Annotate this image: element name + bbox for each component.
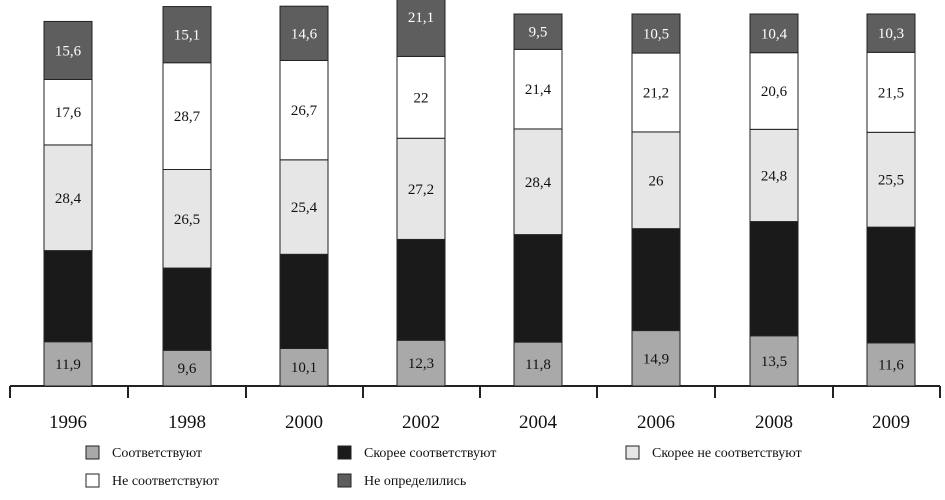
data-label-2006-s4: 10,5 [643,27,669,43]
data-label-2008-s2: 24,8 [761,168,787,184]
data-label-2000-s0: 10,1 [291,360,317,376]
data-label-1998-s2: 26,5 [174,212,200,228]
data-label-2004-s3: 21,4 [525,82,552,98]
data-label-2006-s3: 21,2 [643,85,669,101]
bar-segment-2009-s4 [866,13,916,53]
bar-segment-2004-s4 [513,13,563,50]
data-label-2006-s2: 26 [649,173,665,189]
bar-segment-2000-s0 [279,347,329,387]
bar-segment-2008-s3 [749,52,799,130]
bar-segment-2006-s4 [631,13,681,54]
data-label-2000-s3: 26,7 [291,103,318,119]
x-tick-label-2008: 2008 [755,412,793,433]
bar-segment-2008-s4 [749,13,799,54]
data-label-2009-s4: 10,3 [878,26,904,42]
legend-label-4: Не определились [364,474,466,489]
bar-segment-1996-s2 [43,144,93,252]
bar-segment-1996-s1 [43,250,93,343]
bar-segment-2002-s0 [396,339,446,387]
x-tick-label-2000: 2000 [285,412,323,433]
bar-segment-2004-s2 [513,128,563,236]
bar-segment-2006-s0 [631,330,681,387]
bar-segment-2009-s1 [866,226,916,344]
legend-swatch-2 [625,445,640,460]
legend-label-2: Скорее не соответствуют [652,446,802,461]
x-tick-label-2009: 2009 [872,412,910,433]
bar-segment-2008-s2 [749,128,799,223]
data-label-2009-s2: 25,5 [878,173,904,189]
data-label-2008-s0: 13,5 [761,354,787,370]
x-tick-label-1998: 1998 [168,412,206,433]
data-label-2008-s3: 20,6 [761,84,788,100]
bar-segment-1998-s0 [162,349,212,387]
bar-segment-1996-s4 [43,20,93,80]
legend-swatch-1 [337,445,352,460]
bar-segment-2006-s3 [631,52,681,133]
data-label-1998-s3: 28,7 [174,109,201,125]
bar-segment-2008-s1 [749,221,799,337]
legend-swatch-3 [85,473,100,488]
data-label-1996-s3: 17,6 [55,105,82,121]
bar-segment-2002-s4 [396,0,446,57]
legend-label-3: Не соответствуют [112,474,219,489]
bar-segment-2009-s3 [866,51,916,133]
bar-segment-1998-s3 [162,62,212,170]
data-label-2009-s0: 11,6 [878,357,904,373]
bar-segment-2009-s0 [866,342,916,387]
bar-segment-2004-s0 [513,341,563,387]
data-label-1996-s2: 28,4 [55,191,82,207]
bar-segment-1998-s2 [162,168,212,269]
legend-label-0: Соответствуют [112,446,202,461]
data-label-2002-s4: 21,1 [408,10,434,26]
bar-segment-2009-s2 [866,131,916,228]
bar-segment-2006-s1 [631,228,681,332]
data-label-1998-s4: 15,1 [174,28,200,44]
data-label-2006-s0: 14,9 [643,351,669,367]
bar-segment-1998-s1 [162,267,212,351]
bar-segment-2000-s2 [279,159,329,255]
x-tick-label-2002: 2002 [402,412,440,433]
data-label-1996-s4: 15,6 [55,43,82,59]
x-tick-label-1996: 1996 [49,412,87,433]
legend-swatch-4 [337,473,352,488]
data-label-2002-s0: 12,3 [408,356,434,372]
bar-segment-2000-s3 [279,60,329,161]
bar-segment-2004-s1 [513,234,563,343]
bar-segment-1998-s4 [162,6,212,64]
data-label-2000-s2: 25,4 [291,200,318,216]
bar-segment-1996-s3 [43,78,93,146]
bar-segment-2000-s1 [279,253,329,349]
bar-segment-2002-s1 [396,238,446,341]
legend-label-1: Скорее соответствуют [364,446,496,461]
data-label-2000-s4: 14,6 [291,26,318,42]
data-label-2008-s4: 10,4 [761,26,788,42]
data-label-2009-s3: 21,5 [878,85,904,101]
data-label-2002-s3: 22 [414,90,429,106]
legend-swatch-0 [85,445,100,460]
data-label-2002-s2: 27,2 [408,182,434,198]
data-label-2004-s2: 28,4 [525,175,552,191]
data-label-1996-s0: 11,9 [55,357,81,373]
x-tick-label-2006: 2006 [637,412,675,433]
bar-segment-2000-s4 [279,5,329,61]
x-tick-label-2004: 2004 [519,412,558,433]
data-label-1998-s0: 9,6 [178,361,197,377]
data-label-2004-s4: 9,5 [529,25,548,41]
data-label-2004-s0: 11,8 [525,357,551,373]
